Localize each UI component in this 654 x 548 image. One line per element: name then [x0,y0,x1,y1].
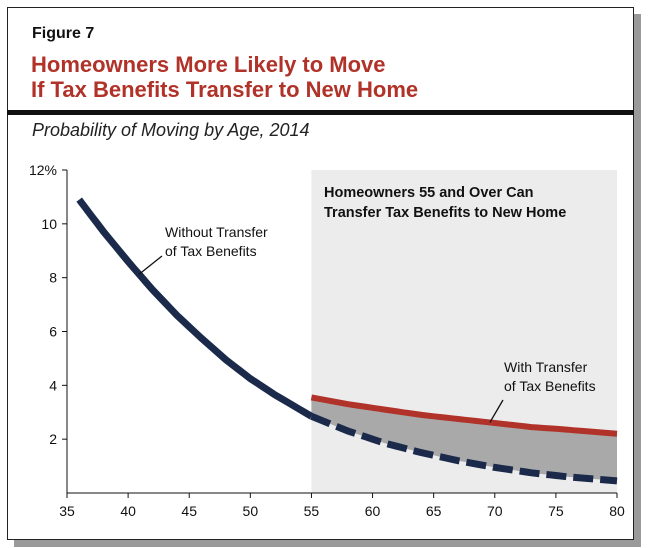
figure-label: Figure 7 [32,25,95,42]
x-tick-label: 75 [548,503,564,519]
label-without-transfer-line1: Without Transfer [165,224,268,240]
label-with-transfer-line1: With Transfer [504,359,588,375]
region-label-line2: Transfer Tax Benefits to New Home [324,205,566,221]
y-tick-label: 8 [49,270,57,286]
x-tick-label: 40 [120,503,136,519]
series-without-transfer-dashed [310,413,618,485]
callout-without-transfer [138,255,163,275]
figure-title-line1: Homeowners More Likely to Move [31,52,386,77]
series-without-transfer-solid [76,197,314,420]
label-without-transfer-line2: of Tax Benefits [165,243,257,259]
x-tick-label: 55 [304,503,320,519]
title-divider [7,110,634,115]
x-tick-label: 45 [181,503,197,519]
y-tick-label: 4 [49,377,57,393]
y-tick-label: 10 [41,216,57,232]
x-tick-label: 70 [487,503,503,519]
gap-area [311,397,617,481]
x-tick-label: 60 [365,503,381,519]
region-label-line1: Homeowners 55 and Over Can [324,185,534,201]
figure-title: Homeowners More Likely to Move If Tax Be… [31,52,591,102]
x-tick-label: 35 [59,503,75,519]
y-tick-label: 6 [49,324,57,340]
y-tick-label: 2 [49,431,57,447]
x-tick-label: 80 [609,503,625,519]
series-with-transfer [310,394,618,437]
y-tick-label: 12% [29,162,57,178]
label-with-transfer-line2: of Tax Benefits [504,378,596,394]
x-tick-label: 65 [426,503,442,519]
figure-title-line2: If Tax Benefits Transfer to New Home [31,77,419,102]
x-tick-label: 50 [243,503,259,519]
axes: 35 40 45 50 55 60 65 70 75 80 2 4 6 8 10 12% [29,162,625,519]
chart-subtitle: Probability of Moving by Age, 2014 [32,120,310,140]
callout-with-transfer [489,399,504,423]
